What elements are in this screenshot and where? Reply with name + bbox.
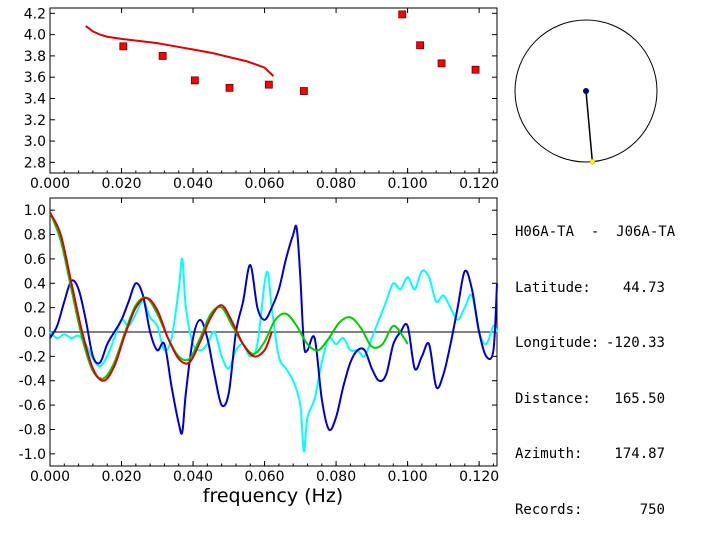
bottom-y-tick-label: 1.0 [24, 203, 46, 219]
data-point [158, 52, 167, 60]
records-value: 750 [639, 501, 665, 518]
data-point [437, 59, 446, 68]
series-line-2 [49, 212, 409, 380]
top-x-tick-label: 0.020 [101, 176, 141, 192]
distance-value: 165.50 [614, 390, 665, 407]
station-pair: H06A-TA - J06A-TA [515, 224, 676, 240]
data-point [398, 10, 407, 19]
bottom-y-tick-label: 0.0 [24, 325, 46, 341]
dispersion-chart: 0.000 0.020 0.040 0.060 0.080 0.100 0.120 2.8 3.… [24, 6, 499, 192]
bottom-x-tick-label: 0.060 [245, 469, 285, 485]
bottom-y-tick-label: -0.6 [19, 398, 46, 414]
coherence-chart: 0.000 0.020 0.040 0.060 0.080 0.100 0.120 1.0 0.… [19, 197, 499, 507]
top-y-tick-label: 3.8 [24, 49, 46, 65]
azimuth-value: 174.87 [614, 446, 665, 462]
data-point [299, 87, 308, 95]
top-y-tick-label: 3.4 [24, 91, 46, 107]
distance-label: Distance: [515, 390, 591, 407]
top-x-tick-label: 0.040 [173, 176, 213, 192]
bottom-y-tick-label: -0.4 [19, 374, 46, 390]
latitude-row: Latitude: 44.73 [515, 279, 675, 298]
records-label: Records: [515, 501, 583, 518]
data-point [264, 80, 273, 89]
model-curve [85, 25, 275, 77]
data-point [190, 76, 199, 85]
bottom-x-tick-label: 0.040 [173, 469, 213, 485]
series-line-3 [49, 212, 273, 382]
distance-row: Distance: 165.50 [515, 390, 675, 409]
azimuth-endpoint [589, 158, 596, 165]
top-x-tick-label: 0.000 [30, 176, 70, 192]
top-x-tick-label: 0.060 [245, 176, 285, 192]
bottom-y-tick-label: 0.8 [24, 228, 46, 244]
azimuth-line [585, 90, 594, 162]
records-row: Records: 750 [515, 501, 675, 520]
bottom-y-tick-label: -0.8 [19, 422, 46, 438]
bottom-y-tick-label: -1.0 [19, 447, 46, 463]
data-point [471, 65, 480, 74]
station-info: H06A-TA - J06A-TA Latitude: 44.73 Longitu… [515, 186, 675, 538]
bottom-y-tick-label: 0.6 [24, 252, 46, 268]
bottom-x-tick-label: 0.000 [30, 469, 70, 485]
series-line-1 [49, 224, 498, 435]
bottom-x-tick-label: 0.080 [316, 469, 356, 485]
bottom-y-tick-label: 0.4 [24, 276, 46, 292]
data-point [416, 41, 425, 50]
bottom-x-tick-label: 0.020 [101, 469, 141, 485]
top-y-tick-label: 4.0 [24, 28, 46, 44]
latitude-label: Latitude: [515, 279, 591, 296]
data-point [225, 83, 234, 92]
top-y-tick-label: 2.8 [24, 155, 46, 171]
dispersion-chart-frame [49, 7, 498, 174]
top-y-tick-label: 3.2 [24, 113, 46, 129]
bottom-x-tick-label: 0.120 [459, 469, 499, 485]
top-x-tick-label: 0.080 [316, 176, 356, 192]
station-dot [583, 88, 589, 94]
chart-canvas: 0.000 0.020 0.040 0.060 0.080 0.100 0.120 2.8 3.… [19, 6, 658, 507]
azimuth-row: Azimuth: 174.87 [515, 445, 675, 464]
top-y-tick-label: 4.2 [24, 6, 46, 22]
bottom-y-tick-label: 0.2 [24, 301, 46, 317]
bottom-y-tick-label: -0.2 [19, 349, 46, 365]
longitude-value: -120.33 [605, 335, 665, 351]
latitude-value: 44.73 [622, 279, 665, 296]
azimuth-label: Azimuth: [515, 446, 583, 462]
top-y-tick-label: 3.6 [24, 70, 46, 86]
data-point [119, 42, 128, 51]
compass-circle [514, 19, 658, 163]
longitude-row: Longitude: -120.33 [515, 334, 675, 353]
bottom-x-tick-label: 0.100 [388, 469, 428, 485]
top-x-tick-label: 0.120 [459, 176, 499, 192]
top-y-tick-label: 3.0 [24, 134, 46, 150]
longitude-label: Longitude: [515, 335, 600, 351]
top-x-tick-label: 0.100 [388, 176, 428, 192]
x-axis-label: frequency (Hz) [203, 485, 343, 507]
azimuth-compass [514, 19, 658, 165]
